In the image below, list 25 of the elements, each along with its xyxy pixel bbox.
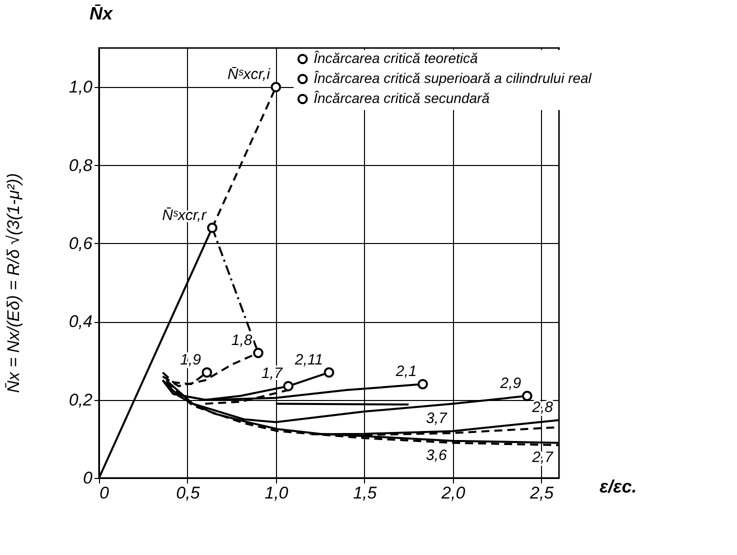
x-axis-title: ε/εc. <box>600 476 637 496</box>
x-tick-label: 2,0 <box>440 484 466 502</box>
annotation: 2,11 <box>294 351 323 368</box>
text: N̄x = Nx/(Eδ) = R/δ √(3(1-μ²)) <box>4 173 23 393</box>
legend-label: Încărcarea critică secundară <box>314 90 490 106</box>
x-tick-label: 2,5 <box>528 484 554 502</box>
annotation: 3,6 <box>426 446 448 464</box>
x-tick-label: 1,0 <box>264 484 289 502</box>
annotation: N̄ˢxcr,i <box>228 66 271 84</box>
x-tick-label: 0,5 <box>176 484 200 502</box>
y-tick-label: 0,2 <box>68 390 94 410</box>
annotation: 1,8 <box>231 332 253 349</box>
annotation: 3,7 <box>426 410 448 428</box>
legend-label: Încărcarea critică superioară a cilindrului real <box>314 70 592 86</box>
y-tick-label: 0,6 <box>68 234 94 253</box>
y-tick-label: 0 <box>83 468 94 488</box>
legend-label: Încărcarea critică teoretică <box>314 50 478 66</box>
x-tick-label: 1,5 <box>353 484 378 502</box>
annotation: 2,9 <box>499 374 522 392</box>
annotation: 2,1 <box>394 363 417 380</box>
y-tick-label: 0,8 <box>68 156 94 175</box>
y-tick-label: 1,0 <box>68 78 94 97</box>
y-tick-label: 0,4 <box>68 312 92 332</box>
y-axis-title: N̄x <box>90 3 114 24</box>
x-tick-label: 0 <box>100 484 110 502</box>
